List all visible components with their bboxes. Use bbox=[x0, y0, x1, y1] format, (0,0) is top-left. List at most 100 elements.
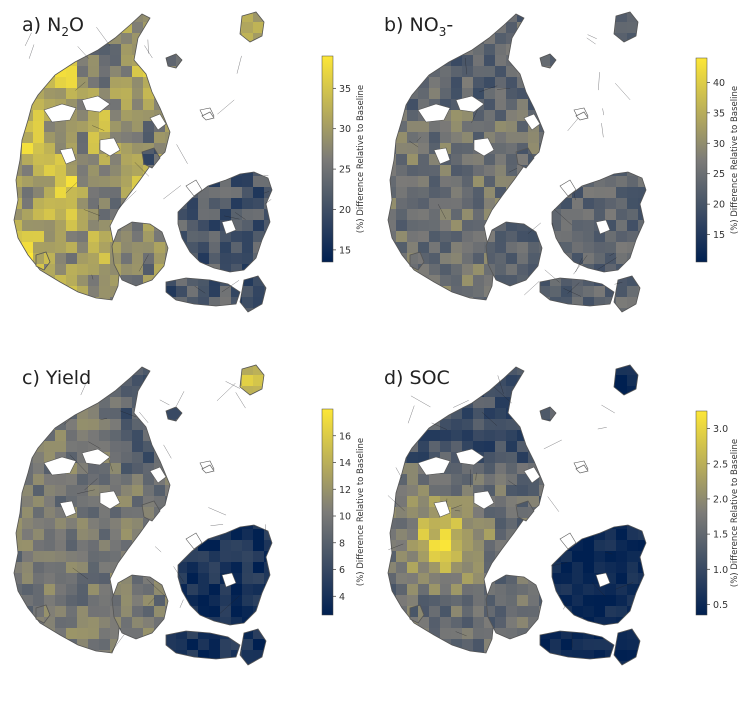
municipality-cell bbox=[297, 88, 308, 99]
municipality-cell bbox=[165, 99, 176, 110]
municipality-cell bbox=[154, 209, 165, 220]
municipality-cell bbox=[286, 198, 297, 209]
municipality-cell bbox=[88, 308, 99, 319]
municipality-cell bbox=[143, 198, 154, 209]
municipality-cell bbox=[275, 0, 286, 11]
municipality-cell bbox=[22, 264, 33, 275]
municipality-cell bbox=[154, 341, 165, 352]
municipality-cell bbox=[286, 44, 297, 55]
municipality-cell bbox=[275, 319, 286, 330]
municipality-cell bbox=[165, 132, 170, 143]
municipality-cell bbox=[44, 319, 55, 330]
municipality-cell bbox=[55, 44, 66, 55]
municipality-cell bbox=[121, 55, 132, 66]
municipality-cell bbox=[143, 33, 154, 44]
municipality-cell bbox=[11, 132, 22, 143]
municipality-cell bbox=[11, 319, 22, 330]
municipality-cell bbox=[143, 286, 154, 297]
municipality-cell bbox=[264, 77, 275, 88]
municipality-cell bbox=[242, 0, 253, 11]
municipality-cell bbox=[286, 209, 297, 220]
municipality-cell bbox=[154, 55, 165, 66]
municipality-cell bbox=[88, 165, 99, 176]
municipality-cell bbox=[44, 297, 55, 300]
municipality-cell bbox=[264, 172, 272, 176]
municipality-cell bbox=[242, 319, 253, 330]
municipality-cell bbox=[198, 55, 209, 66]
municipality-cell bbox=[220, 143, 231, 154]
municipality-cell bbox=[187, 231, 198, 242]
municipality-cell bbox=[165, 154, 176, 165]
municipality-cell bbox=[77, 33, 88, 44]
municipality-cell bbox=[242, 121, 253, 132]
municipality-cell bbox=[297, 209, 308, 220]
municipality-cell bbox=[154, 165, 165, 176]
municipality-cell bbox=[198, 22, 209, 33]
municipality-cell bbox=[187, 88, 198, 99]
municipality-cell bbox=[11, 143, 22, 154]
municipality-cell bbox=[33, 44, 44, 55]
municipality-cell bbox=[165, 77, 176, 88]
municipality-cell bbox=[99, 341, 110, 352]
municipality-cell bbox=[88, 0, 99, 11]
municipality-cell bbox=[44, 55, 55, 66]
municipality-cell bbox=[0, 319, 11, 330]
municipality-cell bbox=[187, 319, 198, 330]
municipality-cell bbox=[66, 11, 77, 22]
municipality-cell bbox=[198, 176, 209, 187]
municipality-cell bbox=[253, 121, 264, 132]
municipality-cell bbox=[264, 143, 275, 154]
municipality-cell bbox=[264, 22, 275, 33]
municipality-cell bbox=[242, 110, 253, 121]
municipality-cell bbox=[33, 66, 44, 77]
municipality-cell bbox=[11, 286, 22, 297]
municipality-cell bbox=[176, 121, 187, 132]
municipality-cell bbox=[110, 22, 121, 33]
municipality-cell bbox=[253, 319, 264, 330]
municipality-cell bbox=[11, 341, 22, 352]
municipality-cell bbox=[264, 121, 275, 132]
municipality-cell bbox=[0, 99, 11, 110]
municipality-cell bbox=[132, 231, 143, 242]
municipality-cell bbox=[275, 132, 286, 143]
municipality-cell bbox=[198, 0, 209, 11]
municipality-cell bbox=[286, 110, 297, 121]
municipality-cell bbox=[14, 242, 22, 253]
municipality-cell bbox=[165, 154, 170, 165]
municipality-cell bbox=[22, 33, 33, 44]
municipality-cell bbox=[165, 88, 176, 99]
municipality-cell bbox=[143, 286, 154, 297]
municipality-cell bbox=[286, 341, 297, 352]
municipality-cell bbox=[99, 165, 110, 176]
municipality-cell bbox=[275, 253, 286, 264]
municipality-cell bbox=[275, 44, 286, 55]
municipality-cell bbox=[22, 110, 33, 121]
municipality-cell bbox=[286, 121, 297, 132]
municipality-cell bbox=[143, 55, 154, 66]
municipality-cell bbox=[99, 22, 110, 33]
municipality-cell bbox=[44, 22, 55, 33]
municipality-cell bbox=[143, 176, 154, 187]
municipality-cell bbox=[297, 264, 308, 275]
municipality-cell bbox=[77, 297, 88, 308]
municipality-cell bbox=[22, 66, 33, 77]
municipality-cell bbox=[154, 176, 165, 187]
municipality-cell bbox=[22, 11, 33, 22]
municipality-cell bbox=[154, 22, 165, 33]
municipality-cell bbox=[176, 308, 187, 319]
municipality-cell bbox=[22, 275, 33, 286]
municipality-cell bbox=[198, 143, 209, 154]
municipality-cell bbox=[231, 77, 242, 88]
municipality-cell bbox=[297, 44, 308, 55]
municipality-cell bbox=[209, 154, 220, 165]
municipality-cell bbox=[198, 165, 209, 176]
municipality-cell bbox=[264, 341, 275, 352]
municipality-cell bbox=[33, 308, 44, 319]
municipality-cell bbox=[154, 275, 165, 286]
municipality-cell bbox=[220, 99, 231, 110]
municipality-cell bbox=[66, 297, 77, 308]
municipality-cell bbox=[187, 99, 198, 110]
municipality-cell bbox=[231, 99, 242, 110]
municipality-cell bbox=[286, 99, 297, 110]
municipality-cell bbox=[264, 66, 275, 77]
